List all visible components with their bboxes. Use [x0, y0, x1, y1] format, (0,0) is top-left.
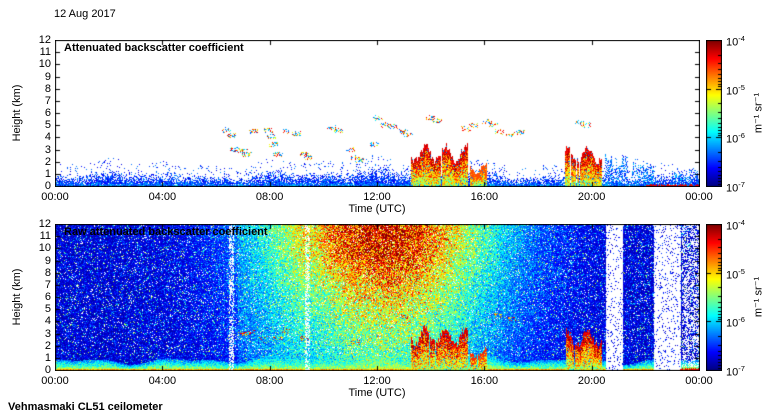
- time-axis-label-top: Time (UTC): [348, 203, 406, 215]
- height-axis-label-bottom: Height (km): [11, 268, 23, 326]
- y-tick-label: 5: [44, 119, 51, 132]
- y-tick-label: 11: [39, 46, 51, 59]
- y-tick-label: 6: [44, 291, 51, 303]
- x-tick-label: 20:00: [577, 375, 606, 387]
- x-tick-label: 12:00: [363, 191, 391, 203]
- time-axis-label-bottom: Time (UTC): [348, 387, 406, 399]
- y-tick-label: 2: [44, 339, 51, 352]
- x-tick-label: 20:00: [577, 191, 606, 203]
- colorbar-tick-label: 10-4: [726, 34, 745, 49]
- attenuated-backscatter-panel: Attenuated backscatter coefficient: [55, 40, 700, 187]
- raw-backscatter-heatmap: [55, 224, 700, 371]
- y-tick-label: 8: [44, 266, 51, 279]
- y-tick-label: 9: [44, 254, 51, 267]
- y-tick-label: 11: [39, 230, 51, 243]
- x-tick-label: 00:00: [685, 375, 713, 387]
- colorbar-tick-label: 10-5: [726, 266, 745, 282]
- y-tick-label: 2: [44, 155, 51, 168]
- y-tick-label: 6: [44, 107, 51, 119]
- y-tick-label: 9: [44, 70, 51, 83]
- attenuated-backscatter-heatmap: [55, 40, 700, 187]
- x-tick-label: 04:00: [148, 375, 177, 387]
- colorbar-top: [706, 40, 722, 187]
- x-tick-label: 16:00: [470, 375, 499, 387]
- colorbar-tick-label: 10-5: [726, 82, 745, 98]
- y-tick-label: 7: [44, 278, 51, 291]
- y-tick-label: 8: [44, 82, 51, 95]
- date-label: 12 Aug 2017: [54, 8, 116, 20]
- x-tick-label: 08:00: [255, 191, 284, 203]
- x-tick-label: 00:00: [41, 375, 69, 387]
- y-tick-label: 7: [44, 94, 51, 107]
- y-tick-label: 1: [44, 167, 51, 180]
- colorbar-tick-label: 10-7: [726, 180, 745, 195]
- attenuated-panel-title: Attenuated backscatter coefficient: [64, 42, 244, 54]
- y-tick-label: 12: [38, 218, 51, 230]
- y-tick-label: 3: [44, 327, 51, 340]
- y-tick-label: 1: [44, 351, 51, 364]
- y-tick-label: 10: [38, 242, 51, 255]
- y-tick-label: 0: [44, 180, 51, 192]
- x-tick-label: 00:00: [685, 191, 713, 203]
- y-tick-label: 4: [44, 131, 51, 144]
- height-axis-label-top: Height (km): [11, 84, 23, 142]
- raw-backscatter-panel: Raw attenuated backscatter coefficient: [55, 224, 700, 371]
- y-tick-label: 4: [44, 315, 51, 328]
- colorbar-unit-bottom: m⁻¹ sr⁻¹: [752, 276, 765, 318]
- y-tick-label: 5: [44, 303, 51, 316]
- x-tick-label: 16:00: [470, 191, 499, 203]
- colorbar-tick-label: 10-6: [726, 315, 745, 330]
- colorbar-tick-label: 10-7: [726, 364, 745, 379]
- x-tick-label: 00:00: [41, 191, 69, 203]
- y-tick-label: 10: [38, 58, 51, 71]
- x-tick-label: 12:00: [363, 375, 391, 387]
- instrument-credit-label: Vehmasmaki CL51 ceilometer: [8, 401, 163, 413]
- colorbar-tick-label: 10-6: [726, 131, 745, 146]
- x-tick-label: 04:00: [148, 191, 177, 203]
- colorbar-tick-label: 10-4: [726, 218, 745, 233]
- colorbar-bottom: [706, 224, 722, 371]
- colorbar-unit-top: m⁻¹ sr⁻¹: [752, 92, 765, 134]
- raw-panel-title: Raw attenuated backscatter coefficient: [64, 226, 268, 238]
- y-tick-label: 12: [38, 34, 51, 46]
- y-tick-label: 3: [44, 143, 51, 156]
- y-tick-label: 0: [44, 364, 51, 376]
- x-tick-label: 08:00: [255, 375, 284, 387]
